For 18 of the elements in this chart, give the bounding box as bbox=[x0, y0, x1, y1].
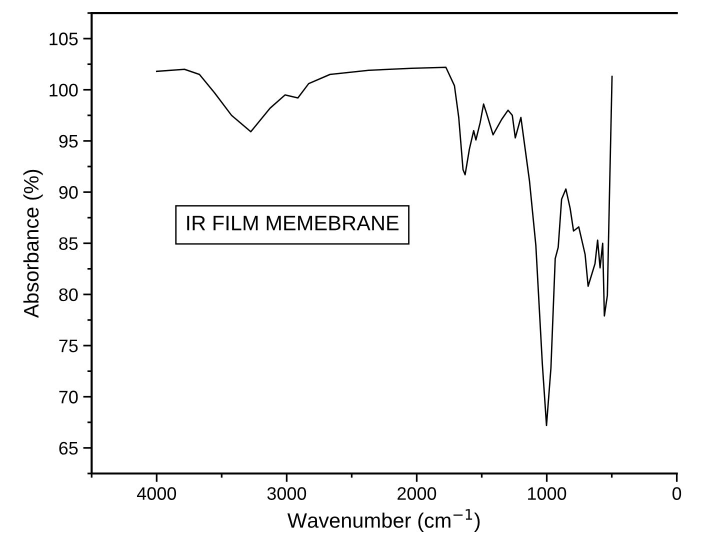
y-axis-title: Absorbance (%) bbox=[23, 170, 43, 318]
annotation: IR FILM MEMEBRANE bbox=[187, 216, 399, 230]
y-tick-label: 75 bbox=[59, 340, 78, 352]
y-tick-label: 90 bbox=[59, 186, 78, 199]
y-tick-label: 95 bbox=[59, 134, 78, 148]
x-tick-label: 3000 bbox=[267, 487, 306, 500]
x-axis-title: Wavenumber (cm$^{−1}$) bbox=[287, 509, 480, 532]
y-tick-label: 85 bbox=[59, 237, 78, 250]
x-tick-label: 0 bbox=[672, 487, 682, 500]
x-tick-label: 1000 bbox=[528, 487, 566, 500]
x-tick-label: 4000 bbox=[137, 487, 176, 500]
y-tick-label: 105 bbox=[50, 32, 78, 46]
y-tick-label: 100 bbox=[50, 84, 78, 96]
y-tick-label: 70 bbox=[59, 390, 78, 404]
y-tick-label: 80 bbox=[59, 288, 78, 302]
line-series bbox=[156, 66, 613, 426]
x-tick-label: 2000 bbox=[398, 487, 436, 500]
y-tick-label: 65 bbox=[59, 442, 78, 455]
